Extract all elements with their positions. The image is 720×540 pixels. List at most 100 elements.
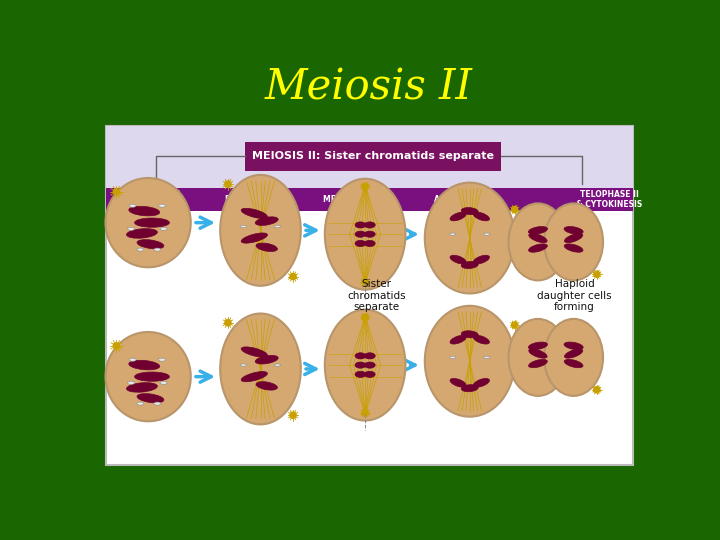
Ellipse shape (564, 233, 582, 242)
Text: MEIOSIS II: Sister chromatids separate: MEIOSIS II: Sister chromatids separate (252, 151, 494, 161)
Ellipse shape (484, 356, 490, 359)
Ellipse shape (255, 217, 278, 225)
Ellipse shape (362, 410, 368, 416)
Ellipse shape (473, 212, 490, 221)
Ellipse shape (137, 394, 164, 403)
Ellipse shape (364, 362, 375, 368)
Ellipse shape (564, 227, 583, 234)
Ellipse shape (225, 181, 231, 187)
Ellipse shape (462, 207, 478, 214)
Ellipse shape (256, 243, 277, 252)
Ellipse shape (241, 372, 267, 382)
Ellipse shape (274, 225, 281, 228)
Ellipse shape (355, 372, 366, 377)
Ellipse shape (241, 208, 267, 219)
FancyBboxPatch shape (245, 142, 500, 171)
Ellipse shape (449, 233, 456, 235)
Ellipse shape (450, 255, 467, 264)
FancyBboxPatch shape (106, 126, 632, 465)
Ellipse shape (425, 306, 515, 417)
Ellipse shape (528, 227, 547, 234)
Text: Haploid
daughter cells
forming: Haploid daughter cells forming (537, 279, 612, 313)
Ellipse shape (129, 204, 136, 207)
Ellipse shape (127, 228, 158, 238)
Ellipse shape (564, 244, 583, 252)
Ellipse shape (113, 343, 120, 349)
Ellipse shape (473, 335, 490, 344)
Ellipse shape (137, 402, 144, 405)
Ellipse shape (362, 314, 368, 320)
Ellipse shape (512, 206, 518, 213)
Ellipse shape (449, 356, 456, 359)
Ellipse shape (508, 319, 567, 396)
Ellipse shape (450, 379, 467, 387)
Ellipse shape (135, 372, 169, 381)
Ellipse shape (362, 279, 368, 285)
Ellipse shape (564, 349, 582, 358)
Text: PROPHASE II: PROPHASE II (225, 195, 280, 204)
Ellipse shape (528, 233, 547, 242)
Ellipse shape (113, 189, 120, 195)
Text: TELOPHASE I
& CYTOKINESIS: TELOPHASE I & CYTOKINESIS (119, 190, 185, 209)
Ellipse shape (508, 204, 567, 280)
Ellipse shape (127, 227, 135, 231)
Ellipse shape (160, 381, 167, 384)
Ellipse shape (355, 362, 366, 368)
Ellipse shape (240, 364, 246, 366)
Ellipse shape (274, 364, 281, 366)
Ellipse shape (564, 342, 583, 349)
Ellipse shape (528, 349, 547, 358)
Ellipse shape (158, 204, 166, 207)
Ellipse shape (544, 204, 603, 280)
Ellipse shape (127, 383, 158, 392)
Ellipse shape (255, 355, 278, 364)
Ellipse shape (135, 218, 169, 227)
Ellipse shape (484, 233, 490, 235)
Ellipse shape (129, 360, 160, 370)
Ellipse shape (462, 384, 478, 391)
Ellipse shape (220, 314, 301, 424)
Ellipse shape (106, 332, 191, 421)
Ellipse shape (462, 331, 478, 338)
Text: TELOPHASE II
& CYTOKINESIS: TELOPHASE II & CYTOKINESIS (576, 190, 642, 209)
Ellipse shape (528, 244, 547, 252)
Ellipse shape (137, 248, 144, 251)
Ellipse shape (256, 382, 277, 390)
Ellipse shape (355, 353, 366, 359)
Ellipse shape (240, 225, 246, 228)
Text: Sister
chromatids
separate: Sister chromatids separate (348, 279, 406, 313)
Text: METAPHASE II: METAPHASE II (323, 195, 384, 204)
Ellipse shape (473, 255, 490, 264)
Ellipse shape (106, 178, 191, 267)
Ellipse shape (154, 402, 161, 405)
Ellipse shape (462, 261, 478, 268)
Ellipse shape (564, 360, 583, 368)
Ellipse shape (362, 184, 368, 190)
Ellipse shape (528, 342, 547, 349)
Ellipse shape (154, 248, 161, 251)
Ellipse shape (290, 412, 296, 418)
Ellipse shape (137, 240, 164, 249)
Ellipse shape (290, 273, 296, 280)
Ellipse shape (450, 335, 467, 344)
Ellipse shape (544, 319, 603, 396)
Ellipse shape (325, 179, 405, 289)
Ellipse shape (129, 358, 136, 361)
Ellipse shape (241, 233, 267, 243)
Text: Meiosis II: Meiosis II (265, 67, 473, 109)
Ellipse shape (528, 360, 547, 368)
Ellipse shape (129, 206, 160, 216)
Ellipse shape (364, 222, 375, 228)
Ellipse shape (220, 175, 301, 286)
Text: ANAPHASE II: ANAPHASE II (434, 195, 490, 204)
Ellipse shape (594, 271, 600, 278)
Ellipse shape (158, 358, 166, 361)
FancyBboxPatch shape (199, 188, 632, 211)
Ellipse shape (355, 231, 366, 237)
FancyBboxPatch shape (106, 188, 199, 211)
Ellipse shape (364, 231, 375, 237)
Ellipse shape (512, 322, 518, 328)
Ellipse shape (364, 372, 375, 377)
Ellipse shape (450, 212, 467, 221)
Ellipse shape (364, 353, 375, 359)
